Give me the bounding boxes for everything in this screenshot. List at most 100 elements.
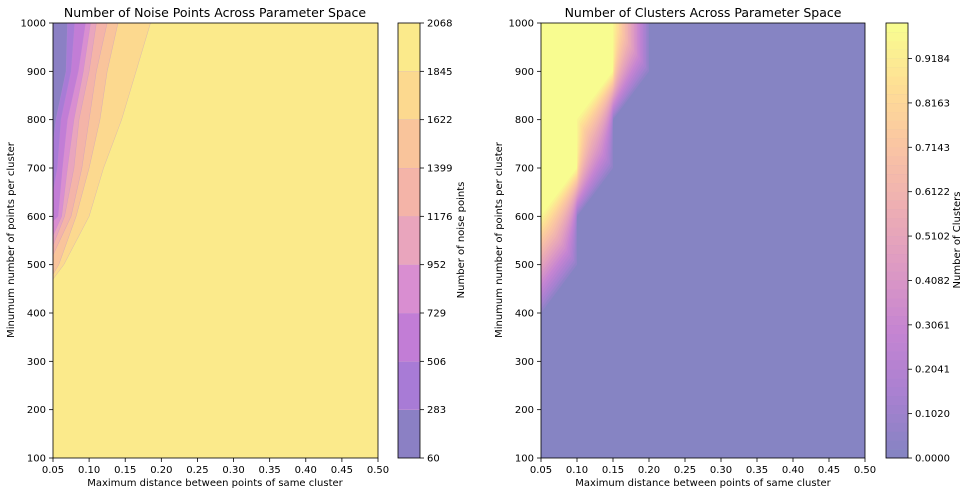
left-xtick-label: 0.05 [42,465,64,476]
clusters-colorbar-band [886,244,908,255]
clusters-colorbar-band [886,271,908,281]
left-ytick-label: 100 [27,454,46,465]
right-xtick-label: 0.15 [602,465,624,476]
clusters-colorbar-band [886,413,908,423]
clusters-colorbar-band [886,165,908,175]
noise-colorbar-tick-label: 283 [427,405,446,416]
clusters-colorbar-tick-label: 0.4082 [915,276,950,287]
clusters-colorbar-band [886,129,908,139]
noise-colorbar-band [398,264,420,313]
noise-contour-fills [53,23,378,458]
clusters-colorbar-tick-label: 0.0000 [915,454,950,465]
noise-colorbar-tick-label: 1176 [427,212,452,223]
left-ytick-label: 600 [27,212,46,223]
right-xtick-label: 0.40 [782,465,804,476]
left-ytick-label: 700 [27,164,46,175]
clusters-colorbar-tick-label: 0.8163 [915,98,950,109]
noise-colorbar-tick-label: 60 [427,454,440,465]
clusters-colorbar-band [886,209,908,219]
clusters-colorbar-band [886,49,908,59]
clusters-colorbar-band [886,111,908,121]
left-xtick-label: 0.15 [114,465,136,476]
right-ytick-label: 200 [515,405,534,416]
clusters-colorbar-band [886,298,908,308]
left-xtick-label: 0.40 [295,465,317,476]
clusters-colorbar-band [886,333,908,343]
clusters-colorbar-tick-label: 0.2041 [915,365,950,376]
clusters-colorbar-band [886,440,908,450]
left-ytick-label: 1000 [21,19,46,30]
right-ytick-label: 1000 [509,19,534,30]
clusters-colorbar-tick-label: 0.7143 [915,143,950,154]
clusters-colorbar-tick-label: 0.9184 [915,54,950,65]
right-chart-title: Number of Clusters Across Parameter Spac… [565,5,842,20]
right-x-axis-label: Maximum distance between points of same … [575,478,831,489]
clusters-colorbar-band [886,76,908,86]
clusters-colorbar-band [886,156,908,166]
clusters-colorbar-band [886,120,908,130]
right-xtick-label: 0.05 [530,465,552,476]
left-chart-title: Number of Noise Points Across Parameter … [64,5,367,20]
right-xtick-label: 0.30 [710,465,732,476]
clusters-colorbar [886,22,908,459]
noise-colorbar [398,22,420,458]
clusters-colorbar-tick-label: 0.1020 [915,409,950,420]
left-axes-frame [52,22,379,459]
clusters-contour-fills [541,23,865,458]
clusters-colorbar-band [886,449,908,459]
clusters-colorbar-tick-label: 0.6122 [915,187,950,198]
noise-colorbar-ticks: 60 283 506 729 952 1176 1399 1622 1845 2068 [420,19,452,465]
clusters-colorbar-band [886,182,908,192]
noise-points-panel: Number of Noise Points Across Parameter … [6,5,467,489]
clusters-colorbar-band [886,200,908,210]
noise-colorbar-label: Number of noise points [456,182,467,299]
right-x-ticks: 0.05 0.10 0.15 0.20 0.25 0.30 0.35 0.40 0.45 0.50 [530,458,876,476]
right-xtick-label: 0.25 [674,465,696,476]
right-xtick-label: 0.35 [746,465,768,476]
left-xtick-label: 0.45 [331,465,353,476]
left-ytick-label: 200 [27,405,46,416]
left-xtick-label: 0.35 [259,465,281,476]
clusters-one-region [541,23,613,217]
noise-colorbar-band [398,23,420,72]
clusters-colorbar-tick-label: 0.5102 [915,232,950,243]
right-ytick-label: 500 [515,260,534,271]
left-ytick-label: 800 [27,115,46,126]
noise-colorbar-band [398,71,420,120]
clusters-colorbar-band [886,262,908,272]
clusters-colorbar-band [886,351,908,361]
clusters-colorbar-band [886,369,908,379]
noise-colorbar-frame [397,22,421,459]
clusters-colorbar-band [886,236,908,246]
clusters-colorbar-band [886,58,908,68]
right-ytick-label: 900 [515,67,534,78]
left-ytick-label: 900 [27,67,46,78]
clusters-colorbar-tick-label: 0.3061 [915,320,950,331]
clusters-colorbar-band [886,218,908,228]
clusters-colorbar-band [886,40,908,50]
noise-colorbar-band [398,361,420,410]
right-axes-frame [540,22,866,459]
clusters-colorbar-band [886,315,908,326]
right-xtick-label: 0.20 [638,465,660,476]
left-ytick-label: 300 [27,357,46,368]
noise-colorbar-band [398,216,420,265]
noise-colorbar-tick-label: 2068 [427,19,452,30]
clusters-colorbar-band [886,360,908,370]
clusters-colorbar-band [886,280,908,290]
clusters-colorbar-band [886,422,908,432]
clusters-colorbar-band [886,94,908,104]
clusters-colorbar-band [886,173,908,184]
noise-colorbar-band [398,119,420,168]
clusters-colorbar-band [886,342,908,352]
noise-colorbar-tick-label: 1399 [427,164,452,175]
clusters-colorbar-band [886,85,908,95]
left-xtick-label: 0.30 [222,465,244,476]
clusters-colorbar-band [886,386,908,397]
clusters-colorbar-band [886,102,908,113]
clusters-panel: Number of Clusters Across Parameter Spac… [494,5,963,489]
clusters-colorbar-band [886,23,908,33]
clusters-colorbar-band [886,289,908,299]
left-xtick-label: 0.20 [150,465,172,476]
clusters-colorbar-band [886,31,908,42]
